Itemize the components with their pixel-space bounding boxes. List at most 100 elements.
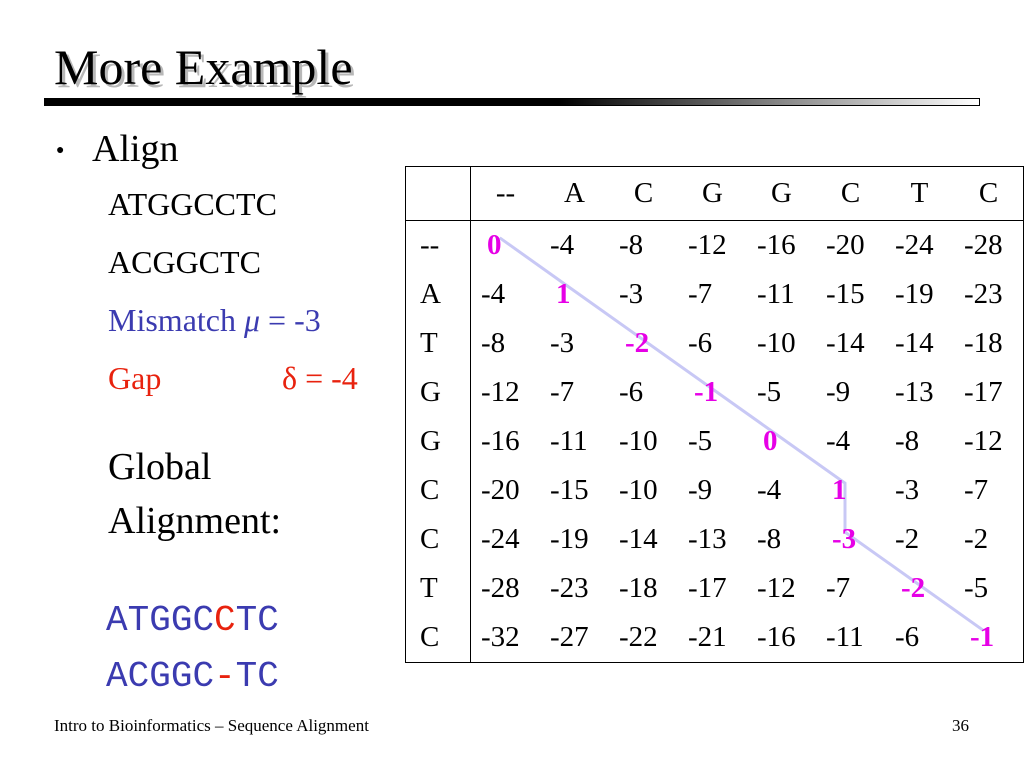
score-cell: -15 [550, 474, 589, 506]
alignment-char: C [257, 656, 279, 697]
alignment-bottom: ACGGC-TC [106, 656, 279, 697]
score-cell: -6 [619, 376, 644, 408]
path-score-cell: 1 [832, 474, 847, 506]
path-score-cell: -2 [625, 327, 650, 359]
table-row: G -16 -11 -10 -5 0 -4 -8 -12 [405, 417, 1024, 466]
score-cell: -17 [688, 572, 727, 604]
score-cell: -16 [481, 425, 520, 457]
score-cell: -5 [757, 376, 782, 408]
alignment-top: ATGGCCTC [106, 600, 279, 641]
row-header: G [405, 368, 471, 417]
bullet-align: Align [92, 128, 179, 170]
column-header: C [609, 166, 678, 221]
path-score-cell: 0 [763, 425, 778, 457]
column-header: T [885, 166, 954, 221]
row-header: T [405, 564, 471, 613]
score-cell: -4 [826, 425, 851, 457]
score-cell: -22 [619, 621, 658, 653]
column-header: G [678, 166, 747, 221]
score-cell: -13 [688, 523, 727, 555]
score-cell: -23 [964, 278, 1003, 310]
path-score-cell: 1 [556, 278, 571, 310]
sequence-2: ACGGCTC [108, 244, 261, 280]
alignment-char: C [127, 656, 150, 697]
gap-value: = -4 [305, 360, 358, 396]
score-cell: -9 [688, 474, 713, 506]
column-header: -- [470, 166, 540, 221]
mismatch-value: = -3 [268, 302, 321, 338]
row-header: G [405, 417, 471, 466]
alignment-char: C [192, 656, 215, 697]
table-row: G -12 -7 -6 -1 -5 -9 -13 -17 [405, 368, 1024, 417]
score-cell: -4 [550, 229, 575, 261]
alignment-char: T [235, 600, 258, 641]
global-line-2: Alignment: [108, 500, 282, 542]
score-cell: -12 [688, 229, 727, 261]
score-cell: -7 [964, 474, 989, 506]
score-cell: -17 [964, 376, 1003, 408]
alignment-char: T [127, 600, 150, 641]
score-cell: -20 [481, 474, 520, 506]
score-cell: -21 [688, 621, 727, 653]
score-cell: -23 [550, 572, 589, 604]
page-number: 36 [952, 716, 969, 735]
gap-symbol: δ [282, 360, 298, 396]
row-header: C [405, 613, 471, 663]
row-header: -- [405, 220, 471, 270]
bullet-dot-icon: ● [56, 143, 65, 158]
score-cell: -3 [895, 474, 920, 506]
global-line-1: Global [108, 446, 212, 488]
path-score-cell: -2 [901, 572, 926, 604]
table-row: C -32 -27 -22 -21 -16 -11 -6 -1 [405, 613, 1024, 663]
column-header: C [816, 166, 885, 221]
score-cell: -10 [619, 425, 658, 457]
score-cell: -7 [550, 376, 575, 408]
score-cell: -6 [688, 327, 713, 359]
score-cell: -19 [550, 523, 589, 555]
score-cell: -11 [826, 621, 864, 653]
table-row: -- 0 -4 -8 -12 -16 -20 -24 -28 [405, 220, 1024, 270]
alignment-char: C [214, 600, 236, 641]
score-cell: -4 [481, 278, 506, 310]
score-cell: -27 [550, 621, 589, 653]
score-cell: -12 [757, 572, 796, 604]
alignment-char: G [149, 656, 171, 697]
score-cell: -2 [895, 523, 920, 555]
score-cell: -6 [895, 621, 920, 653]
score-cell: -5 [964, 572, 989, 604]
path-score-cell: -1 [970, 621, 995, 653]
alignment-char: G [170, 600, 193, 641]
score-cell: -3 [619, 278, 644, 310]
score-cell: -11 [550, 425, 588, 457]
score-cell: -10 [619, 474, 658, 506]
global-alignment-heading: Global Alignment: [108, 440, 281, 548]
row-header: C [405, 515, 471, 564]
score-cell: -28 [964, 229, 1003, 261]
score-cell: -10 [757, 327, 796, 359]
footer-course: Intro to Bioinformatics – Sequence Align… [54, 716, 369, 735]
column-header: A [540, 166, 609, 221]
score-cell: -14 [895, 327, 934, 359]
mismatch-symbol: μ [243, 302, 261, 338]
mismatch-label: Mismatch [108, 302, 236, 338]
alignment-char: - [214, 656, 236, 697]
score-cell: -4 [757, 474, 782, 506]
score-cell: -24 [481, 523, 520, 555]
row-header: T [405, 319, 471, 368]
score-cell: -12 [964, 425, 1003, 457]
score-cell: -13 [895, 376, 934, 408]
alignment-char: G [170, 656, 193, 697]
title-underline [44, 98, 980, 106]
score-cell: -20 [826, 229, 865, 261]
path-score-cell: 0 [487, 229, 502, 261]
table-row: A -4 1 -3 -7 -11 -15 -19 -23 [405, 270, 1024, 319]
path-score-cell: -1 [694, 376, 719, 408]
score-cell: -18 [964, 327, 1003, 359]
score-cell: -8 [895, 425, 920, 457]
score-cell: -28 [481, 572, 520, 604]
score-cell: -15 [826, 278, 865, 310]
alignment-char: A [106, 600, 128, 641]
sequence-1: ATGGCCTC [108, 186, 277, 222]
score-cell: -24 [895, 229, 934, 261]
score-cell: -8 [757, 523, 782, 555]
